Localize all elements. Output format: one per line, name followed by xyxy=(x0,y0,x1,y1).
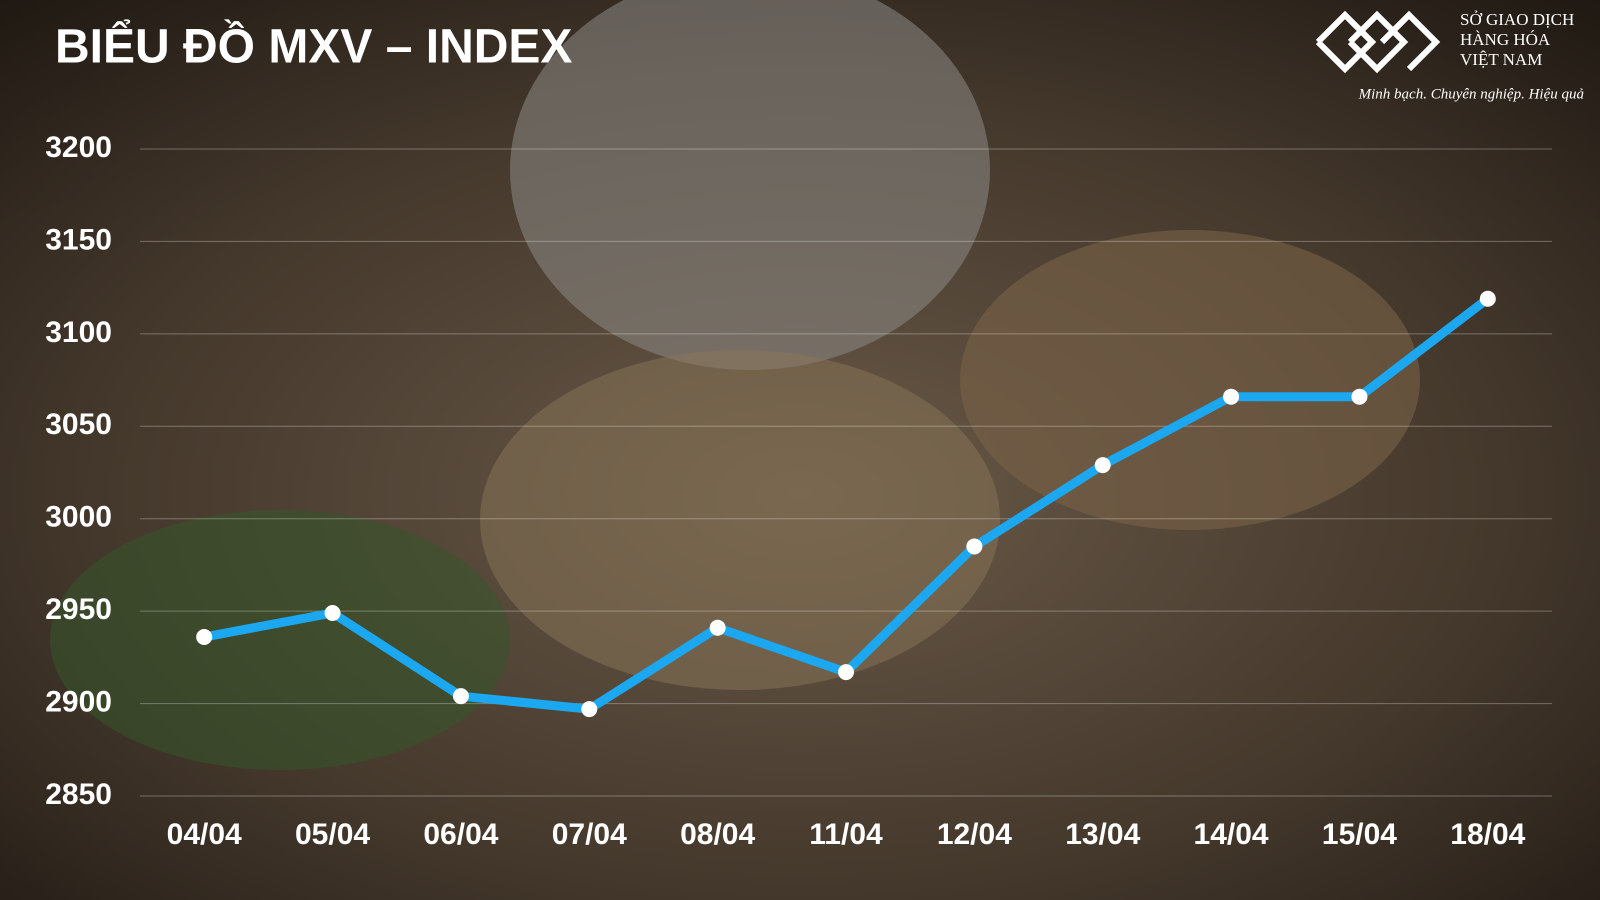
logo-tagline: Minh bạch. Chuyên nghiệp. Hiệu quả xyxy=(1358,86,1584,102)
x-tick-label: 06/04 xyxy=(423,818,498,851)
x-tick-label: 11/04 xyxy=(809,818,883,851)
logo-line: HÀNG HÓA xyxy=(1460,30,1551,49)
y-tick-label: 3150 xyxy=(45,223,112,256)
decor-leaf xyxy=(50,510,510,770)
decor-spoon xyxy=(480,350,1000,690)
data-point xyxy=(709,619,726,636)
data-point xyxy=(324,604,341,621)
logo-mark xyxy=(1347,10,1409,74)
data-point xyxy=(1479,290,1496,307)
logo-line: VIỆT NAM xyxy=(1460,50,1542,69)
data-point xyxy=(1223,388,1240,405)
decor-bowl xyxy=(960,230,1420,530)
x-tick-label: 08/04 xyxy=(680,818,755,851)
x-tick-label: 15/04 xyxy=(1322,818,1397,851)
data-point xyxy=(966,538,983,555)
x-tick-label: 07/04 xyxy=(552,818,627,851)
data-point xyxy=(452,688,469,705)
x-tick-label: 14/04 xyxy=(1194,818,1269,851)
x-tick-label: 18/04 xyxy=(1450,818,1525,851)
logo-mark xyxy=(1379,10,1441,72)
y-tick-label: 3050 xyxy=(45,408,112,441)
x-tick-label: 04/04 xyxy=(167,818,242,851)
logo xyxy=(1315,10,1441,74)
y-tick-label: 3100 xyxy=(45,316,112,349)
decor-jar xyxy=(510,0,990,370)
y-tick-label: 2900 xyxy=(45,685,112,718)
data-point xyxy=(1094,457,1111,474)
logo-line: SỞ GIAO DỊCH xyxy=(1460,10,1574,29)
x-tick-label: 12/04 xyxy=(937,818,1012,851)
chart-title: BIỂU ĐỒ MXV – INDEX xyxy=(55,19,572,74)
y-tick-label: 3000 xyxy=(45,501,112,534)
y-tick-label: 2850 xyxy=(45,778,112,811)
x-tick-label: 13/04 xyxy=(1065,818,1140,851)
data-point xyxy=(196,629,213,646)
logo-mark xyxy=(1315,10,1377,74)
data-point xyxy=(1351,388,1368,405)
y-tick-label: 2950 xyxy=(45,593,112,626)
data-point xyxy=(838,664,854,681)
data-point xyxy=(581,701,598,718)
y-tick-label: 3200 xyxy=(45,131,112,164)
x-tick-label: 05/04 xyxy=(295,818,370,851)
